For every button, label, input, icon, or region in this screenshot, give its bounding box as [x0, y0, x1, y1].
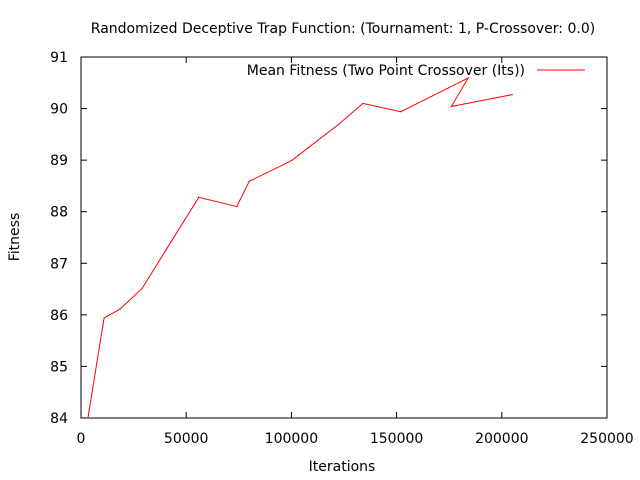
x-tick-label: 150000: [370, 431, 423, 447]
y-tick-label: 91: [50, 50, 68, 66]
series-line: [87, 76, 513, 419]
data-point: [362, 102, 364, 105]
x-tick-label: 250000: [580, 431, 633, 447]
data-point: [248, 180, 250, 182]
data-point: [119, 308, 121, 310]
data-point: [337, 124, 339, 126]
x-tick-label: 200000: [475, 431, 528, 447]
x-tick-label: 50000: [164, 431, 209, 447]
x-tick-label: 100000: [265, 431, 318, 447]
chart-title: Randomized Deceptive Trap Function: (Tou…: [91, 21, 595, 37]
data-point: [511, 94, 513, 96]
y-axis: 84 85 86 87 88 89 90 91: [50, 50, 607, 427]
data-point: [400, 111, 402, 113]
y-tick-label: 90: [50, 102, 68, 118]
data-point: [166, 247, 168, 249]
x-tick-label: 0: [77, 431, 86, 447]
y-tick-label: 84: [50, 411, 68, 427]
y-tick-label: 89: [50, 153, 68, 169]
data-point: [198, 196, 200, 198]
data-point: [141, 287, 143, 290]
legend-label: Mean Fitness (Two Point Crossover (Its)): [247, 63, 525, 79]
data-point: [87, 417, 89, 419]
x-axis-label: Iterations: [309, 459, 376, 475]
data-point: [103, 317, 105, 319]
y-tick-label: 87: [50, 256, 68, 272]
data-point: [467, 77, 469, 79]
y-tick-label: 88: [50, 205, 68, 221]
y-tick-label: 85: [50, 359, 68, 375]
x-axis: 0 50000 100000 150000 200000 250000: [77, 57, 634, 447]
legend: Mean Fitness (Two Point Crossover (Its)): [247, 63, 585, 79]
series-layer: [87, 76, 513, 419]
data-point: [450, 105, 452, 108]
data-point: [290, 160, 292, 162]
plot-area: [80, 56, 608, 419]
y-tick-label: 86: [50, 308, 68, 324]
data-point: [236, 205, 238, 208]
y-axis-label: Fitness: [7, 213, 23, 262]
